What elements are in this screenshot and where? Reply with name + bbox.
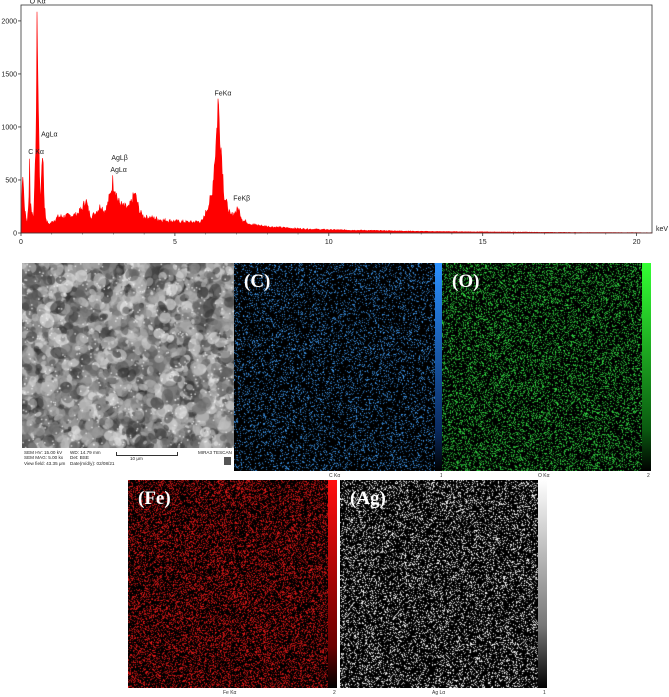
tescan-logo-icon <box>224 457 231 465</box>
oxygen-map-label: (O) <box>452 271 480 292</box>
silver-scale-max: 1 <box>543 690 546 696</box>
oxygen-map-image <box>442 263 642 471</box>
peak-label: C Kα <box>28 149 44 156</box>
x-axis-unit-label: keV <box>656 226 668 233</box>
oxygen-map-panel: (O) O Kα 2 <box>442 263 654 480</box>
sem-hv: SEM HV: 15.00 kV <box>24 450 63 455</box>
peak-label: AgLβ <box>111 155 127 162</box>
sem-image-panel: SEM HV: 15.00 kV SEM MAG: 5.00 kx View f… <box>22 263 234 469</box>
sem-view-field: View field: 43.35 μm <box>24 460 66 466</box>
x-tick-label: 0 <box>19 239 23 246</box>
peak-label: FeKα <box>215 91 232 98</box>
y-tick-label: 1000 <box>1 124 17 131</box>
peak-label: AgLα <box>110 167 127 174</box>
silver-map-image <box>340 480 538 688</box>
eds-spectrum-chart: 0 500 1000 1500 2000 0 5 10 15 20 O Kα C Kα AgLα AgL… <box>1 0 668 246</box>
x-tick-label: 10 <box>325 239 333 246</box>
oxygen-scale-max: 2 <box>647 473 650 479</box>
carbon-map-caption: C Kα <box>329 473 341 479</box>
sem-meta-col2: WD: 14.79 mm Det: BSE Date(m/d/y): 02/08… <box>70 450 114 466</box>
iron-map-image <box>128 480 328 688</box>
peak-label: O Kα <box>30 0 46 5</box>
spectrum-ticks: 0 500 1000 1500 2000 0 5 10 15 20 <box>1 18 640 246</box>
silver-map-label: (Ag) <box>350 488 386 509</box>
y-tick-label: 2000 <box>1 18 17 25</box>
sem-scale-bar <box>116 452 178 456</box>
iron-color-scale <box>328 480 337 688</box>
peak-label: FeKβ <box>233 196 250 203</box>
y-tick-label: 1500 <box>1 71 17 78</box>
plot-frame <box>20 4 653 234</box>
silver-map-panel: (Ag) Ag Lα 1 <box>340 480 552 697</box>
sem-det: Det: BSE <box>70 455 89 461</box>
oxygen-map-caption: O Kα <box>538 473 550 479</box>
carbon-map-panel: (C) C Kα 1 <box>234 263 442 480</box>
silver-color-scale <box>538 480 547 688</box>
sem-scale-label: 10 μm <box>130 456 143 461</box>
carbon-scale-max: 1 <box>440 473 442 479</box>
sem-meta-col1: SEM HV: 15.00 kV SEM MAG: 5.00 kx View f… <box>24 450 65 466</box>
spectrum-axes <box>20 4 653 234</box>
iron-map-caption: Fe Kα <box>223 690 237 696</box>
carbon-map-label: (C) <box>244 271 271 292</box>
sem-wd: WD: 14.79 mm <box>70 450 101 455</box>
y-tick-label: 500 <box>5 177 17 184</box>
spectrum-series-area <box>20 11 653 234</box>
sem-brand: MIRA3 TESCAN <box>198 450 232 455</box>
iron-map-panel: (Fe) Fe Kα 2 <box>128 480 340 697</box>
x-tick-label: 5 <box>173 239 177 246</box>
peak-label: AgLα <box>41 131 58 138</box>
spectrum-plot-area <box>20 11 653 234</box>
x-tick-label: 15 <box>479 239 487 246</box>
carbon-map-image <box>234 263 435 471</box>
oxygen-color-scale <box>642 263 651 471</box>
sem-date: Date(m/d/y): 02/08/21 <box>70 460 115 466</box>
sem-mag: SEM MAG: 5.00 kx <box>24 455 64 461</box>
y-tick-label: 0 <box>13 231 17 238</box>
carbon-color-scale <box>435 263 442 471</box>
x-tick-label: 20 <box>633 239 641 246</box>
iron-map-label: (Fe) <box>138 488 171 509</box>
spectrum-peak-labels: O Kα C Kα AgLα AgLβ AgLα FeKα FeKβ <box>28 0 250 203</box>
silver-map-caption: Ag Lα <box>432 690 446 696</box>
iron-scale-max: 2 <box>333 690 336 696</box>
sem-micrograph <box>22 263 234 448</box>
